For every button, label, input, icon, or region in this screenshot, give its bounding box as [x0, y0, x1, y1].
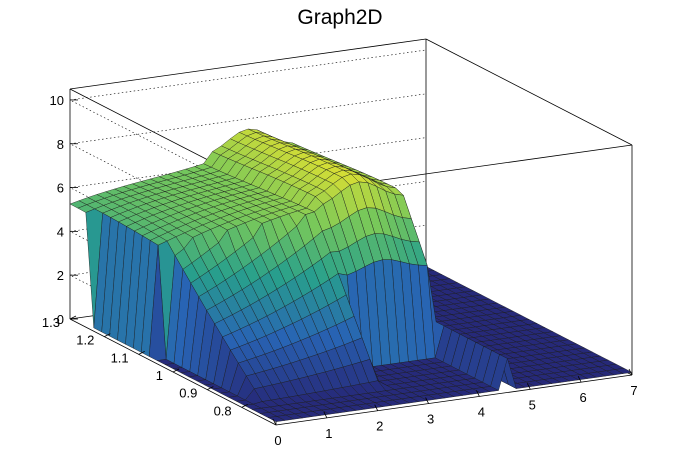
z-tick-label: 0: [57, 312, 64, 327]
y-tick-label: 1: [156, 368, 163, 383]
x-tick: [374, 404, 379, 411]
x-tick-label: 1: [325, 426, 332, 441]
frame-edge: [275, 374, 633, 426]
x-tick-label: 4: [478, 404, 485, 419]
z-tick-label: 4: [57, 224, 64, 239]
frame-edge: [69, 38, 427, 90]
y-tick-label: 1.1: [111, 350, 129, 365]
z-tick-label: 6: [57, 181, 64, 196]
chart-title: Graph2D: [297, 6, 382, 29]
x-tick: [425, 397, 429, 404]
frame-edge: [425, 38, 633, 146]
x-tick-label: 0: [274, 433, 281, 448]
y-tick-label: 0.9: [179, 386, 197, 401]
x-tick-label: 7: [630, 383, 637, 398]
y-tick-label: 1.2: [76, 333, 94, 348]
x-tick: [323, 411, 328, 419]
x-tick: [577, 375, 582, 383]
y-tick: [69, 315, 77, 320]
x-tick: [476, 390, 480, 397]
x-tick-label: 3: [427, 412, 434, 427]
z-tick-label: 10: [50, 93, 64, 108]
x-tick: [628, 368, 633, 376]
y-tick: [241, 403, 248, 408]
surface-mesh: [69, 128, 633, 422]
y-tick: [104, 333, 111, 338]
z-tick-label: 8: [57, 137, 64, 152]
x-tick-label: 5: [529, 397, 536, 412]
y-tick-label: 1.3: [42, 315, 60, 330]
axis-ticks: [69, 99, 633, 426]
y-tick: [138, 350, 145, 355]
x-tick-label: 6: [580, 390, 587, 405]
y-tick-label: 0.8: [214, 403, 232, 418]
x-tick: [272, 418, 277, 426]
surface-cell: [267, 416, 286, 422]
x-tick: [526, 383, 531, 390]
z-tick-label: 2: [57, 268, 64, 283]
y-tick: [207, 386, 214, 391]
x-tick-label: 2: [376, 419, 383, 434]
y-tick: [172, 368, 180, 373]
